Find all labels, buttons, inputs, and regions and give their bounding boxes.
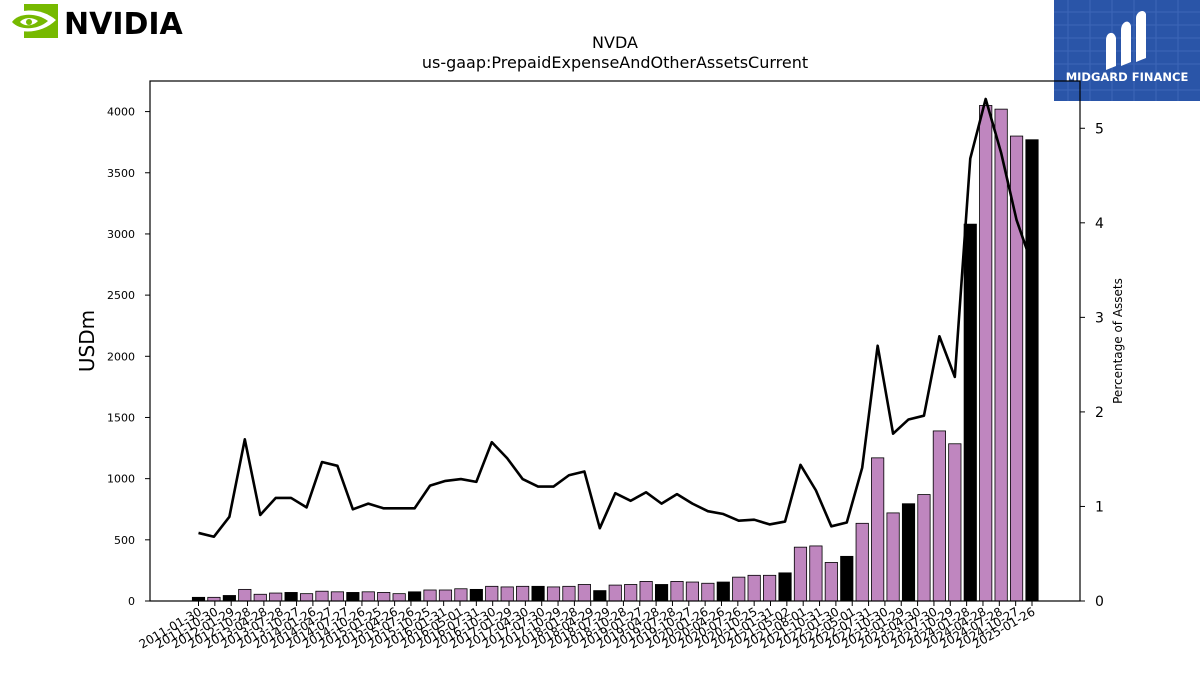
y-axis-right-label: Percentage of Assets — [1111, 278, 1125, 404]
midgard-finance-logo: MIDGARD FINANCE — [1054, 0, 1200, 101]
bar-annual — [654, 584, 669, 602]
bar-quarterly — [763, 574, 777, 602]
y-tick-label: 500 — [114, 534, 135, 547]
bar-annual — [284, 592, 298, 602]
chart-subtitle: us-gaap:PrepaidExpenseAndOtherAssetsCurr… — [422, 53, 808, 72]
bar-quarterly — [546, 586, 561, 602]
bar-quarterly — [392, 593, 406, 602]
nvidia-logo: NVIDIA — [6, 4, 184, 42]
y-tick-label: 0 — [128, 595, 135, 608]
bar-quarterly — [330, 591, 344, 602]
bar-quarterly — [886, 512, 900, 602]
y-tick-label: 1500 — [107, 411, 135, 424]
bar-quarterly — [608, 584, 622, 602]
bar-annual — [840, 555, 854, 602]
bar-quarterly — [639, 581, 653, 602]
bar-annual — [901, 503, 916, 602]
bar-quarterly — [361, 591, 375, 602]
bar-quarterly — [423, 589, 437, 602]
bar-annual — [531, 585, 545, 602]
bar-quarterly — [670, 581, 684, 602]
bar-annual — [963, 223, 977, 602]
bar-annual — [1025, 139, 1039, 602]
bar-quarterly — [747, 574, 761, 602]
nvidia-logo-text: NVIDIA — [64, 7, 184, 42]
bar-quarterly — [871, 457, 885, 602]
bar-quarterly — [994, 108, 1008, 602]
bar-quarterly — [315, 590, 329, 602]
y-right-tick-label: 3 — [1095, 310, 1104, 326]
y-tick-label: 3500 — [107, 167, 135, 180]
bar-quarterly — [577, 584, 591, 602]
bar-quarterly — [562, 585, 576, 602]
y-right-tick-label: 5 — [1095, 121, 1104, 137]
bar-quarterly — [377, 592, 391, 602]
y-tick-label: 4000 — [107, 106, 135, 119]
bar-quarterly — [855, 522, 869, 602]
bar-quarterly — [624, 584, 638, 602]
y-tick-label: 2000 — [107, 350, 135, 363]
x-axis: 2011-01-302011-10-302012-01-292012-10-28… — [137, 601, 1038, 651]
bar-quarterly — [454, 588, 468, 602]
bar-quarterly — [824, 562, 838, 602]
bar-quarterly — [269, 592, 283, 602]
y-tick-label: 2500 — [107, 289, 135, 302]
y-right-tick-label: 4 — [1095, 216, 1104, 232]
bar-quarterly — [299, 593, 314, 602]
bar-quarterly — [701, 582, 715, 602]
bar-annual — [408, 591, 422, 602]
bar-annual — [716, 581, 730, 602]
bar-annual — [346, 592, 360, 602]
bar-quarterly — [809, 545, 823, 602]
bar-quarterly — [253, 593, 267, 602]
y-right-tick-label: 1 — [1095, 499, 1104, 515]
y-tick-label: 3000 — [107, 228, 135, 241]
bar-quarterly — [917, 494, 931, 602]
bar-quarterly — [500, 586, 514, 602]
bar-quarterly — [516, 585, 530, 602]
bar-quarterly — [932, 430, 946, 602]
y-axis-label: USDm — [75, 310, 99, 372]
y-right-tick-label: 0 — [1095, 594, 1104, 610]
y-tick-label: 1000 — [107, 473, 135, 486]
bar-annual — [469, 588, 483, 602]
y-axis-left: 0 500 1000 1500 2000 2500 3000 3500 4000 — [107, 106, 150, 608]
bar-quarterly — [238, 588, 252, 602]
bar-quarterly — [485, 585, 499, 602]
midgard-logo-text: MIDGARD FINANCE — [1066, 70, 1189, 84]
bar-quarterly — [438, 589, 453, 602]
bar-annual — [222, 595, 236, 602]
plot-frame — [149, 80, 1081, 602]
bar-quarterly — [732, 576, 746, 602]
bar-series — [191, 105, 1039, 602]
chart-title: NVDA — [592, 33, 638, 52]
bar-annual — [593, 590, 607, 602]
bar-quarterly — [979, 105, 993, 602]
bar-quarterly — [685, 581, 700, 602]
y-axis-right: 0 1 2 3 4 5 — [1080, 121, 1104, 610]
bar-annual — [778, 572, 792, 602]
y-right-tick-label: 2 — [1095, 405, 1104, 421]
percentage-line — [198, 97, 1034, 539]
bar-quarterly — [948, 443, 962, 602]
bar-quarterly — [793, 546, 808, 602]
